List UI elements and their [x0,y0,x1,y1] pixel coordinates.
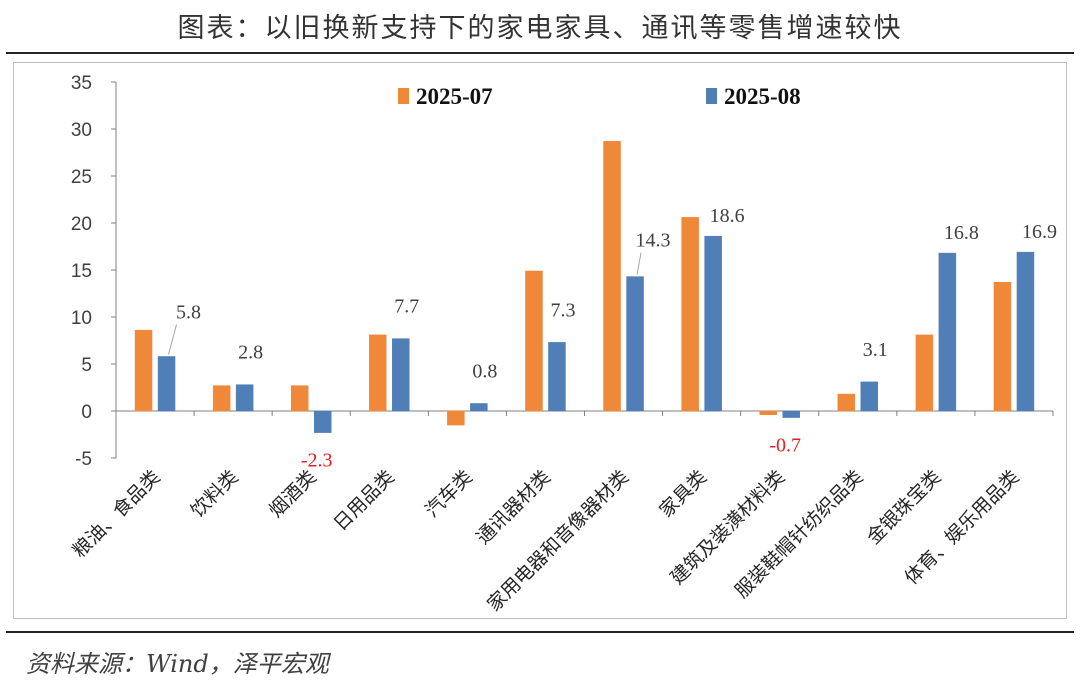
data-label: 3.1 [863,339,888,361]
x-tick-label: 家用电器和音像器材类 [483,466,633,616]
footer-divider [6,631,1074,633]
data-label: 2.8 [238,342,263,364]
bar-2025-07 [681,217,699,412]
chart-frame [13,62,1067,619]
y-tick-label: 35 [71,73,92,94]
x-tick-label: 饮料类 [187,466,243,522]
bar-2025-08 [313,410,332,433]
y-tick-label: 10 [71,308,92,329]
leader-line [168,324,178,355]
bar-2025-07 [603,140,621,412]
bar-2025-07 [915,334,934,412]
bar-2025-08 [235,384,254,412]
data-label: 16.8 [944,222,979,244]
x-tick-label: 服装鞋帽针纺织品类 [731,466,867,602]
legend-label: 2025-07 [416,84,493,109]
bar-2025-08 [626,276,644,412]
bar-2025-08 [860,381,879,412]
legend-layer: 2025-07 2025-08 [398,84,801,109]
x-tick-label: 日用品类 [330,466,399,535]
bar-2025-07 [993,281,1012,412]
axis-layer: -5 0 5 10 15 20 25 30 35 [71,73,1054,470]
bar-2025-08 [392,338,410,412]
bar-2025-07 [212,385,231,412]
x-tick-label: 烟酒类 [265,466,321,522]
leader-line [636,252,642,275]
bar-2025-07 [447,410,465,426]
bar-2025-08 [1016,251,1035,412]
y-tick-label: 5 [81,355,92,376]
y-tick-label: 0 [81,402,92,423]
y-tick-label: 15 [71,261,92,282]
data-label: 18.6 [710,205,745,227]
bar-2025-07 [759,410,777,416]
legend-label: 2025-08 [724,84,801,109]
data-label: -2.3 [301,450,333,472]
data-label: 7.7 [394,296,419,318]
bar-2025-08 [548,342,566,412]
y-tick-label: 25 [71,167,92,188]
title-divider [6,52,1074,54]
x-tick-label: 家具类 [655,466,711,522]
data-label: 5.8 [176,301,201,323]
x-tick-label: 汽车类 [421,466,477,522]
bar-2025-08 [157,356,176,412]
bars-layer [134,140,1035,433]
bar-2025-07 [525,270,543,412]
chart-title: 图表：以旧换新支持下的家电家具、通讯等零售增速较快 [177,13,903,44]
bar-2025-08 [704,235,722,412]
x-tick-label: 粮油、食品类 [68,466,164,562]
bar-2025-08 [938,252,957,412]
data-label: 14.3 [636,230,671,252]
x-tick-label: 金银珠宝类 [863,466,946,549]
legend-swatch [706,88,717,104]
bar-2025-08 [782,410,800,418]
y-tick-label: 30 [71,120,92,141]
data-label: 7.3 [550,299,575,321]
bar-2025-07 [134,329,153,412]
bar-2025-07 [837,393,856,412]
bar-2025-07 [290,385,309,412]
legend-swatch [398,88,409,104]
bar-2025-07 [369,334,387,412]
y-tick-label: -5 [75,449,92,470]
x-tick-label: 通讯器材类 [472,466,555,549]
source-note: 资料来源：Wind，泽平宏观 [26,650,329,678]
y-tick-label: 20 [71,214,92,235]
data-label: 0.8 [472,360,497,382]
bar-2025-08 [470,403,488,412]
data-label: -0.7 [769,435,801,457]
data-label: 16.9 [1022,221,1057,243]
